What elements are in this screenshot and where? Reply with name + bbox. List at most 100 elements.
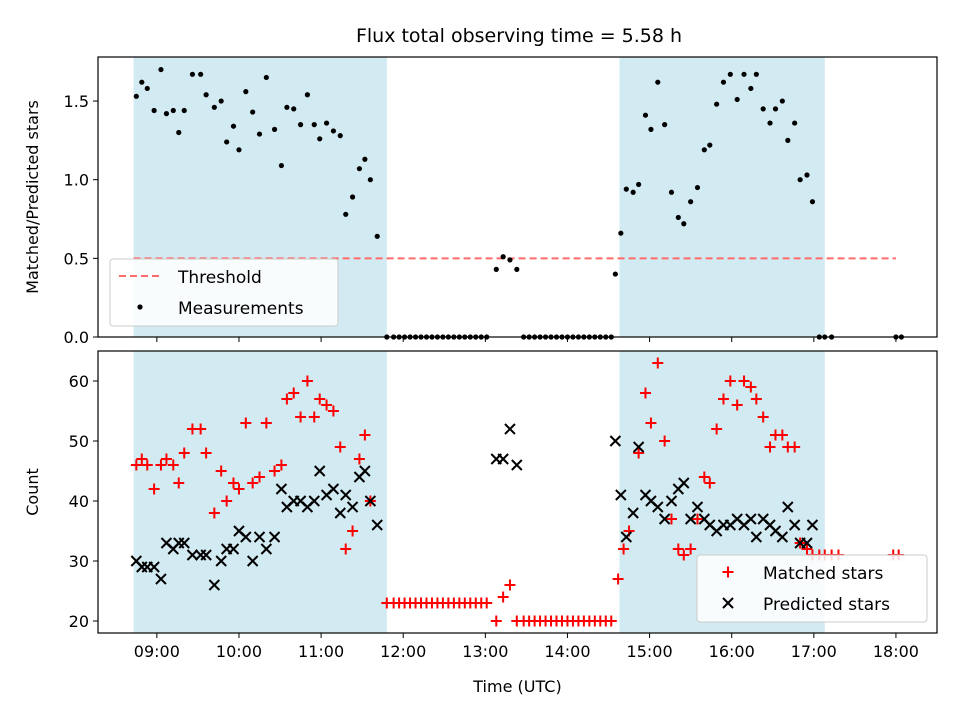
measurement-point <box>507 257 513 263</box>
measurement-point <box>356 166 363 172</box>
matched-star-point <box>504 579 516 591</box>
measurement-point <box>278 162 285 169</box>
matched-star-point <box>724 375 736 387</box>
matched-star-point <box>281 393 293 405</box>
measurement-point <box>688 199 694 205</box>
predicted-star-point <box>155 573 167 585</box>
matched-star-point <box>167 459 179 471</box>
matched-star-point <box>665 513 677 525</box>
matched-star-point <box>652 357 664 369</box>
legend-matched-label: Matched stars <box>763 564 883 584</box>
measurement-point <box>618 230 624 236</box>
matched-star-point <box>750 393 762 405</box>
matched-star-point <box>130 459 142 471</box>
x-tick-label: 12:00 <box>380 642 426 661</box>
y-tick-label: 50 <box>69 432 89 451</box>
predicted-star-point <box>308 495 320 507</box>
measurement-point <box>317 136 323 142</box>
matched-star-point <box>340 543 352 555</box>
measurement-point <box>284 104 290 110</box>
y-tick-label: 1.0 <box>64 171 89 190</box>
predicted-star-point <box>246 555 259 567</box>
measurement-point <box>648 126 654 132</box>
predicted-star-point <box>745 513 757 525</box>
measurement-point <box>681 221 687 227</box>
measurement-point <box>139 79 145 85</box>
x-tick-label: 09:00 <box>134 642 180 661</box>
x-tick-label: 10:00 <box>216 642 262 661</box>
matched-star-point <box>334 441 346 453</box>
measurement-point <box>741 71 747 77</box>
matched-star-point <box>685 543 697 555</box>
x-tick-label: 14:00 <box>544 642 590 661</box>
matched-star-point <box>481 597 493 609</box>
y-tick-label: 0.5 <box>64 249 89 268</box>
matched-star-point <box>789 441 801 453</box>
legend-bottom: Matched stars Predicted stars <box>696 554 928 623</box>
measurement-point <box>343 211 349 217</box>
matched-star-point <box>141 459 153 471</box>
matched-star-point <box>327 405 339 417</box>
predicted-star-point <box>327 483 340 495</box>
measurement-point <box>772 106 779 112</box>
matched-star-point <box>711 423 723 435</box>
matched-star-point <box>136 453 148 465</box>
predicted-star-point <box>340 489 352 501</box>
measurement-point <box>779 98 785 104</box>
measurement-point <box>224 139 230 145</box>
measurement-point <box>727 71 733 77</box>
matched-star-point <box>208 507 220 519</box>
ratio-panel: 0.0 0.5 1.0 1.5 Matched/Predicted stars Thres… <box>23 56 938 347</box>
x-axis-label: Time (UTC) <box>472 677 561 696</box>
measurement-point <box>211 104 217 110</box>
matched-star-point <box>618 543 630 555</box>
y-tick-label: 1.5 <box>64 92 89 111</box>
matched-star-point <box>359 429 371 441</box>
matched-star-point <box>260 417 272 429</box>
predicted-star-point <box>511 459 523 471</box>
y-tick-label: 20 <box>69 612 89 631</box>
matched-star-point <box>801 543 813 555</box>
matched-star-point <box>173 477 185 489</box>
measurement-point <box>189 71 196 77</box>
measurement-point <box>181 107 187 114</box>
predicted-star-point <box>186 549 199 561</box>
matched-star-point <box>215 465 227 477</box>
matched-star-point <box>148 483 160 495</box>
y-tick-label: 30 <box>69 552 89 571</box>
measurement-point <box>630 189 636 195</box>
matched-star-point <box>178 447 190 459</box>
matched-star-point <box>347 525 359 537</box>
matched-star-point <box>200 447 212 459</box>
x-tick-label: 11:00 <box>298 642 344 661</box>
observing-window-band <box>619 57 825 337</box>
matched-star-point <box>295 411 307 423</box>
measurement-point <box>362 156 368 162</box>
matched-star-point <box>731 399 743 411</box>
matched-star-point <box>247 477 259 489</box>
measurement-point <box>707 142 713 148</box>
matched-star-point <box>776 429 788 441</box>
matched-star-point <box>691 513 703 525</box>
matched-star-point <box>160 453 172 465</box>
measurement-point <box>668 189 675 195</box>
chart-title: Flux total observing time = 5.58 h <box>356 25 682 47</box>
y-tick-label: 40 <box>69 492 89 511</box>
measurement-point <box>203 92 209 98</box>
legend-measurement-label: Measurements <box>178 299 304 319</box>
predicted-star-point <box>215 555 227 567</box>
predicted-star-point <box>806 519 819 531</box>
measurement-point <box>760 106 766 112</box>
measurement-point <box>694 184 701 191</box>
legend-box <box>109 258 339 327</box>
legend-top: Threshold Measurements <box>109 258 339 327</box>
matched-star-point <box>704 477 716 489</box>
legend-box <box>696 554 928 623</box>
measurement-point <box>291 106 297 112</box>
matched-star-point <box>269 465 281 477</box>
predicted-star-point <box>788 519 801 531</box>
measurement-point <box>493 266 499 272</box>
matched-star-point <box>353 453 365 465</box>
predicted-star-point <box>364 495 377 507</box>
x-tick-label: 16:00 <box>709 642 755 661</box>
